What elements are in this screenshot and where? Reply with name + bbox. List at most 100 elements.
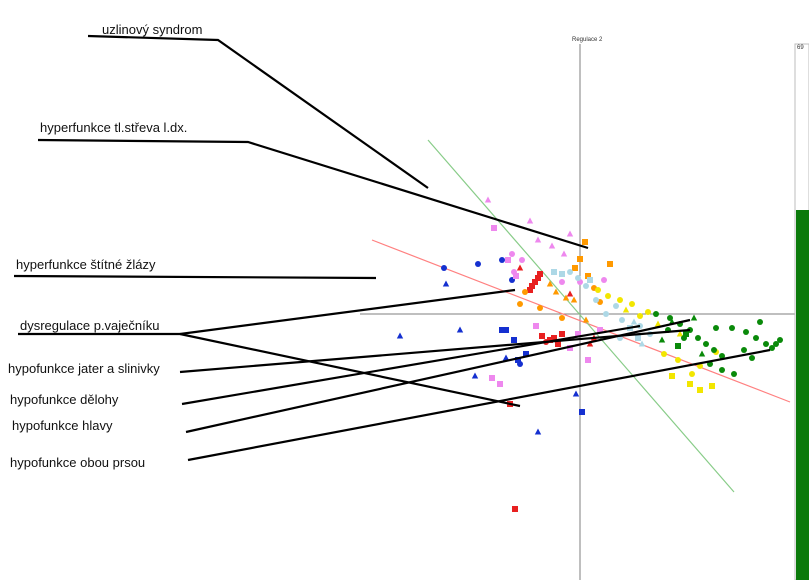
leader-dysregulace-2 <box>179 288 516 336</box>
annotation-uzlinovy-syndrom: uzlinový syndrom <box>102 22 202 37</box>
data-point-s3-16 <box>497 381 503 387</box>
data-point-s0-7 <box>551 335 557 341</box>
data-point-s2-16 <box>579 409 585 415</box>
data-point-s0-0 <box>532 279 538 285</box>
data-point-s3-12 <box>567 345 573 351</box>
data-point-s4-3 <box>593 297 599 303</box>
data-point-s1-6 <box>552 288 560 295</box>
data-point-s4-9 <box>551 269 557 275</box>
data-point-s6-9 <box>743 329 749 335</box>
data-point-s4-5 <box>613 303 619 309</box>
data-point-s0-4 <box>537 271 543 277</box>
data-point-s3-5 <box>560 250 568 257</box>
data-point-s5-0 <box>595 287 601 293</box>
data-point-s3-11 <box>533 323 539 329</box>
data-point-s2-14 <box>534 428 542 435</box>
data-point-s3-15 <box>585 357 591 363</box>
data-point-s5-17 <box>676 330 684 337</box>
data-point-s3-18 <box>509 251 515 257</box>
data-point-s5-11 <box>687 381 693 387</box>
data-point-s0-6 <box>547 337 553 343</box>
data-point-s0-16 <box>516 264 524 271</box>
data-point-s0-1 <box>529 283 535 289</box>
data-point-s3-19 <box>559 279 565 285</box>
data-point-s6-7 <box>719 353 725 359</box>
data-point-s3-4 <box>566 230 574 237</box>
data-point-s4-4 <box>603 311 609 317</box>
leader-hlavy <box>185 318 691 434</box>
points-layer <box>396 196 783 512</box>
data-point-s1-11 <box>537 305 543 311</box>
data-point-s6-23 <box>658 336 666 343</box>
data-point-s5-6 <box>661 351 667 357</box>
data-point-s4-13 <box>635 335 641 341</box>
data-point-s5-13 <box>709 383 715 389</box>
leader-hyperfunkce-zlazy <box>13 274 377 280</box>
side-bar-label: 69 <box>797 45 804 51</box>
data-point-s6-8 <box>729 325 735 331</box>
data-point-s6-12 <box>769 345 775 351</box>
data-point-s6-15 <box>741 347 747 353</box>
data-point-s6-29 <box>749 355 755 361</box>
data-point-s4-15 <box>630 318 638 325</box>
data-point-s6-26 <box>698 350 706 357</box>
annotation-hypofunkce-prsou: hypofunkce obou prsou <box>10 455 145 470</box>
data-point-s2-15 <box>471 372 479 379</box>
data-point-s2-6 <box>503 327 509 333</box>
data-point-s1-0 <box>582 239 588 245</box>
data-point-s6-22 <box>683 331 689 337</box>
data-point-s2-9 <box>523 351 529 357</box>
data-point-s1-9 <box>522 289 528 295</box>
data-point-s3-13 <box>575 331 581 337</box>
data-point-s4-11 <box>587 277 593 283</box>
data-point-s2-10 <box>502 354 510 361</box>
data-point-s1-8 <box>570 296 578 303</box>
data-point-s3-1 <box>526 217 534 224</box>
side-bar-fill <box>796 210 809 580</box>
data-point-s1-4 <box>585 273 591 279</box>
data-point-s2-13 <box>572 390 580 397</box>
data-point-s1-14 <box>559 315 565 321</box>
data-point-s5-5 <box>645 309 651 315</box>
data-point-s0-11 <box>512 506 518 512</box>
annotation-hypofunkce-hlavy: hypofunkce hlavy <box>12 418 113 433</box>
data-point-s6-0 <box>653 311 659 317</box>
data-point-s4-1 <box>575 275 581 281</box>
data-point-s3-3 <box>548 242 556 249</box>
data-point-s4-0 <box>567 269 573 275</box>
axis-title: Regulace 2 <box>572 37 603 43</box>
data-point-s6-11 <box>763 341 769 347</box>
data-point-s6-27 <box>713 325 719 331</box>
data-point-s6-5 <box>703 341 709 347</box>
data-point-s6-10 <box>753 335 759 341</box>
data-point-s5-8 <box>689 371 695 377</box>
data-point-s0-9 <box>559 331 565 337</box>
data-point-s1-10 <box>517 301 523 307</box>
data-point-s5-14 <box>669 373 675 379</box>
data-point-s2-7 <box>511 337 517 343</box>
annotation-hyperfunkce-zlazy: hyperfunkce štítné žlázy <box>16 257 156 272</box>
annotation-hypofunkce-jater: hypofunkce jater a slinivky <box>8 361 160 376</box>
data-point-s6-21 <box>675 343 681 349</box>
data-point-s4-10 <box>559 271 565 277</box>
data-point-s3-21 <box>601 277 607 283</box>
data-point-s2-2 <box>499 257 505 263</box>
data-point-s5-7 <box>675 357 681 363</box>
data-point-s6-28 <box>757 319 763 325</box>
data-point-s5-1 <box>605 293 611 299</box>
annotation-lines <box>13 34 771 462</box>
annotation-hyperfunkce-streva: hyperfunkce tl.střeva l.dx. <box>40 120 187 135</box>
data-point-s3-6 <box>519 257 525 263</box>
leader-hyperfunkce-streva <box>37 138 589 250</box>
data-point-s3-17 <box>489 375 495 381</box>
data-point-s6-4 <box>695 335 701 341</box>
data-point-s4-14 <box>638 340 646 347</box>
data-point-s6-25 <box>690 314 698 321</box>
data-point-s1-15 <box>582 316 590 323</box>
data-point-s2-4 <box>442 280 450 287</box>
data-point-s3-0 <box>484 196 492 203</box>
data-point-s4-2 <box>583 283 589 289</box>
data-point-s5-4 <box>637 313 643 319</box>
data-point-s0-5 <box>539 333 545 339</box>
data-point-s6-6 <box>711 347 717 353</box>
